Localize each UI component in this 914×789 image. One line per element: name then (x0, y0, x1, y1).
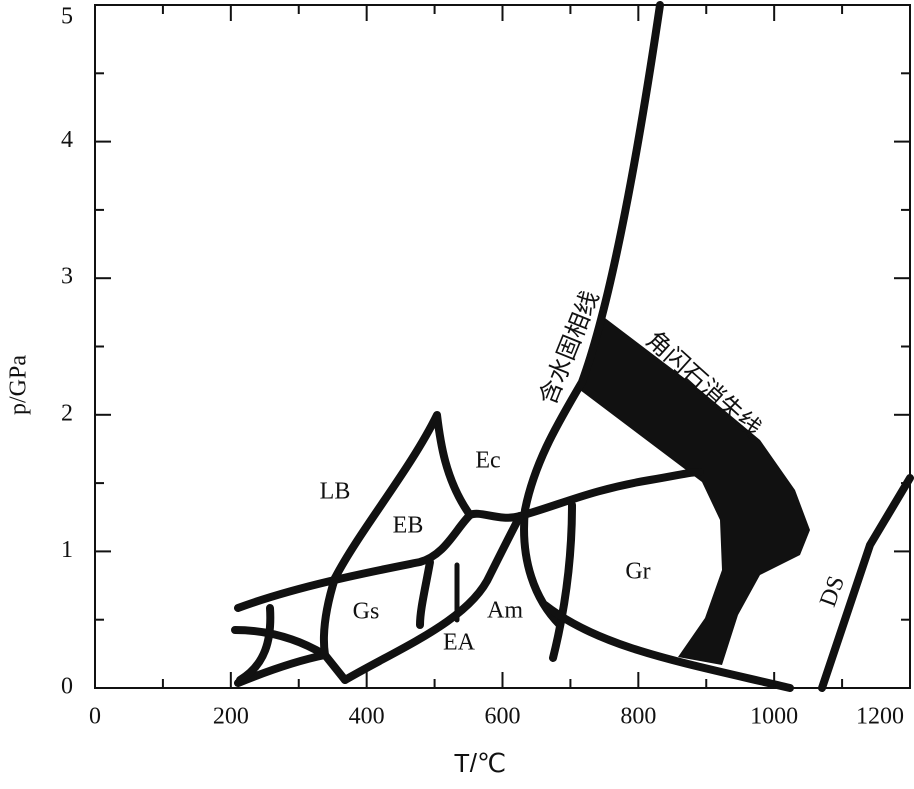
boundary (341, 512, 524, 684)
y-tick-label: 5 (61, 4, 73, 30)
region-label: LB (320, 479, 351, 505)
y-tick-label: 3 (61, 264, 73, 290)
amphibole-out-zone (580, 318, 810, 665)
y-tick-label: 2 (61, 400, 73, 426)
wet-solidus (520, 1, 664, 629)
boundary (236, 604, 275, 684)
x-tick-label: 0 (89, 704, 101, 730)
x-tick-label: 1200 (856, 704, 904, 730)
region-label: EB (393, 513, 424, 539)
boundary (541, 601, 794, 692)
region-label: EA (443, 630, 476, 656)
x-axis-title: T/℃ (454, 748, 506, 778)
y-tick-label: 0 (61, 674, 73, 700)
boundary (234, 468, 704, 612)
boundary (331, 411, 474, 582)
region-label: Gs (353, 599, 380, 625)
boundary (549, 501, 576, 662)
y-tick-label: 4 (61, 127, 73, 153)
region-label: Am (487, 598, 523, 624)
region-label: DS (815, 573, 850, 611)
x-tick-label: 400 (349, 704, 385, 730)
boundary (319, 574, 339, 659)
region-label: Ec (475, 448, 500, 474)
y-axis-title: p/GPa (6, 355, 32, 415)
boundary (416, 558, 434, 629)
region-label: Gr (625, 559, 650, 585)
boundaries (231, 1, 914, 692)
y-tick-label: 1 (61, 537, 73, 563)
x-tick-label: 200 (213, 704, 249, 730)
x-tick-label: 1000 (750, 704, 798, 730)
x-tick-label: 600 (485, 704, 521, 730)
x-tick-label: 800 (620, 704, 656, 730)
plot-frame (94, 4, 911, 689)
boundary (818, 474, 914, 692)
